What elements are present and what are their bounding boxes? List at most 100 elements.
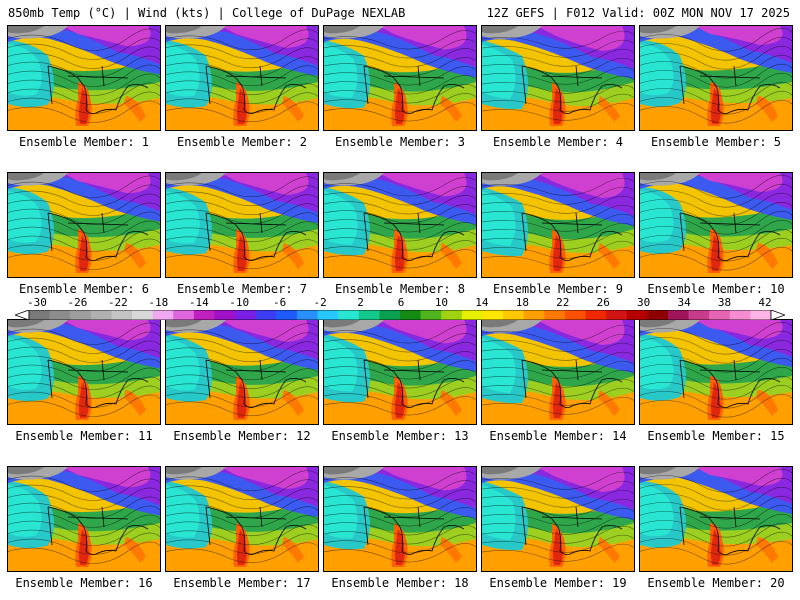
contour-line (482, 177, 634, 196)
contour-line (482, 39, 634, 58)
temperature-shading (598, 390, 620, 416)
contour-line (166, 533, 318, 555)
contour-line (640, 175, 792, 199)
contour-line (8, 202, 160, 225)
contour-line (482, 498, 634, 517)
contour-line (8, 46, 160, 69)
contour-line (8, 514, 160, 537)
colorbar-swatch (585, 310, 607, 320)
temperature-map (166, 467, 318, 571)
temperature-shading (221, 320, 309, 342)
colorbar-tick-label: 6 (397, 296, 405, 309)
ensemble-member-map (639, 25, 793, 131)
contour-line (166, 47, 318, 69)
colorbar-swatch (750, 310, 772, 320)
temperature-shading (324, 173, 360, 181)
temperature-shading (598, 243, 620, 269)
temperature-shading (282, 537, 304, 563)
contour-line (640, 202, 792, 226)
temperature-shading (8, 338, 42, 390)
colorbar-tick-label: 38 (717, 296, 732, 309)
contour-line (482, 66, 634, 85)
temperature-map (8, 173, 160, 277)
contour-line (166, 323, 318, 345)
temperature-shading (221, 173, 309, 195)
temperature-shading (124, 96, 146, 122)
contour-line (8, 175, 160, 198)
coastline (679, 359, 781, 408)
contour-line (8, 340, 160, 363)
temperature-shading (63, 26, 151, 47)
contour-line (640, 505, 792, 529)
contour-line (324, 507, 476, 527)
contour-line (166, 212, 318, 234)
contour-line (482, 489, 634, 508)
contour-line (482, 534, 634, 553)
contour-line (166, 359, 318, 381)
contour-line (8, 211, 160, 234)
coastline (205, 212, 307, 261)
colorbar-swatch (235, 310, 257, 320)
ensemble-member-label: Ensemble Member: 12 (173, 429, 311, 443)
contour-line (482, 204, 634, 223)
contour-line (166, 83, 318, 105)
colorbar-swatch (482, 310, 504, 320)
contour-line (482, 516, 634, 535)
contour-line (640, 514, 792, 538)
temperature-shading (482, 173, 518, 181)
ensemble-member-map (481, 319, 635, 425)
contour-line (8, 37, 160, 60)
temperature-shading (482, 338, 516, 393)
contour-line (8, 82, 160, 105)
ensemble-member-label: Ensemble Member: 13 (331, 429, 469, 443)
contour-line (8, 55, 160, 78)
ensemble-member-map (165, 466, 319, 572)
contour-line (640, 100, 792, 124)
temperature-shading (166, 173, 202, 181)
ensemble-member-label: Ensemble Member: 11 (15, 429, 153, 443)
temperature-shading (221, 26, 309, 48)
temperature-shading (482, 320, 518, 328)
contour-line (640, 358, 792, 382)
contour-line (166, 488, 318, 510)
contour-line (482, 30, 634, 49)
contour-line (166, 506, 318, 528)
contour-line (324, 30, 476, 50)
contour-line (166, 194, 318, 216)
temperature-shading (640, 26, 676, 34)
ensemble-member-label: Ensemble Member: 6 (18, 282, 150, 296)
coastline (521, 506, 623, 555)
ensemble-member-map (323, 25, 477, 131)
temperature-map (640, 173, 792, 277)
temperature-shading (756, 390, 778, 416)
contour-line (640, 193, 792, 217)
contour-line (482, 507, 634, 526)
figure-title: 850mb Temp (°C) | Wind (kts) | College o… (8, 6, 406, 20)
contour-line (324, 369, 476, 389)
contour-line (8, 541, 160, 564)
contour-line (166, 542, 318, 564)
colorbar-swatch (358, 310, 380, 320)
contour-line (640, 247, 792, 271)
colorbar-tick-label: -22 (107, 296, 128, 309)
ensemble-member-label: Ensemble Member: 14 (489, 429, 627, 443)
ensemble-member-map (7, 172, 161, 278)
contour-line (324, 231, 476, 251)
temperature-shading (166, 44, 200, 97)
colorbar-swatch (606, 310, 628, 320)
contour-line (482, 324, 634, 343)
contour-line (640, 55, 792, 79)
coastline (47, 65, 149, 114)
temperature-shading (440, 537, 462, 563)
colorbar-swatch (317, 310, 339, 320)
contour-line (166, 524, 318, 546)
colorbar-tick-label: -6 (273, 296, 287, 309)
contour-line (166, 332, 318, 354)
contour-line (640, 496, 792, 520)
ensemble-member-label: Ensemble Member: 19 (489, 576, 627, 590)
coastline (47, 506, 149, 555)
temperature-shading (324, 338, 358, 392)
colorbar-swatch (420, 310, 442, 320)
ensemble-member-map (165, 25, 319, 131)
colorbar-swatch (626, 310, 648, 320)
